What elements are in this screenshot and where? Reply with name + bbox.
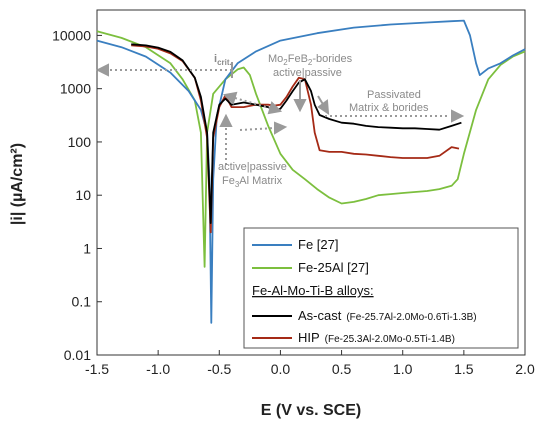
y-tick-label: 1 [83,240,91,256]
y-axis-title: |i| (µA/cm²) [9,143,26,225]
y-tick-label: 0.1 [72,294,92,310]
annotation-active-passive-bottom: active|passive [218,161,287,173]
x-tick-label: 2.0 [515,361,535,377]
legend: Fe [27] Fe-25Al [27] Fe-Al-Mo-Ti-B alloy… [243,227,519,349]
annotation-arrows [95,62,465,165]
y-tick-label: 1000 [60,81,91,97]
annotation-active-passive-top: active|passive [273,67,342,79]
x-axis-ticks: -1.5 -1.0 -0.5 0.0 0.5 1.0 1.5 2.0 [85,350,535,377]
legend-box [243,227,519,349]
x-tick-label: 1.5 [454,361,474,377]
y-tick-label: 100 [68,134,92,150]
y-axis-ticks: 0.01 0.1 1 10 100 1000 10000 [52,27,102,363]
annotation-passivated-1: Passivated [367,89,421,101]
annotation-fe3al-matrix: Fe3Al Matrix [222,175,283,189]
x-tick-label: 0.0 [271,361,291,377]
x-tick-label: 1.0 [393,361,413,377]
series-line-as-cast [131,43,462,224]
legend-label-ascast: As-cast (Fe-25.7Al-2.0Mo-0.6Ti-1.3B) [298,308,477,323]
legend-label-fe: Fe [27] [298,237,338,252]
series-line-fe-25al-27 [96,30,526,268]
legend-label-fe25al: Fe-25Al [27] [298,260,369,275]
x-axis-title: E (V vs. SCE) [261,402,361,419]
x-tick-label: -1.0 [146,361,170,377]
series-layer [96,19,526,324]
x-tick-label: 0.5 [332,361,352,377]
x-tick-label: -1.5 [85,361,109,377]
legend-group-title: Fe-Al-Mo-Ti-B alloys: [252,283,374,298]
annotation-borides: Mo2FeB2-borides [268,53,353,67]
y-tick-label: 10 [75,187,91,203]
annotation-icrit: icrit. [214,53,232,67]
y-tick-label: 0.01 [64,347,91,363]
plot-area-frame [96,9,526,356]
x-tick-label: -0.5 [207,361,231,377]
y-tick-label: 10000 [52,27,91,43]
annotation-passivated-2: Matrix & borides [349,102,429,114]
legend-label-hip: HIP (Fe-25.3Al-2.0Mo-0.5Ti-1.4B) [298,330,455,345]
series-line-fe-27 [96,19,526,324]
